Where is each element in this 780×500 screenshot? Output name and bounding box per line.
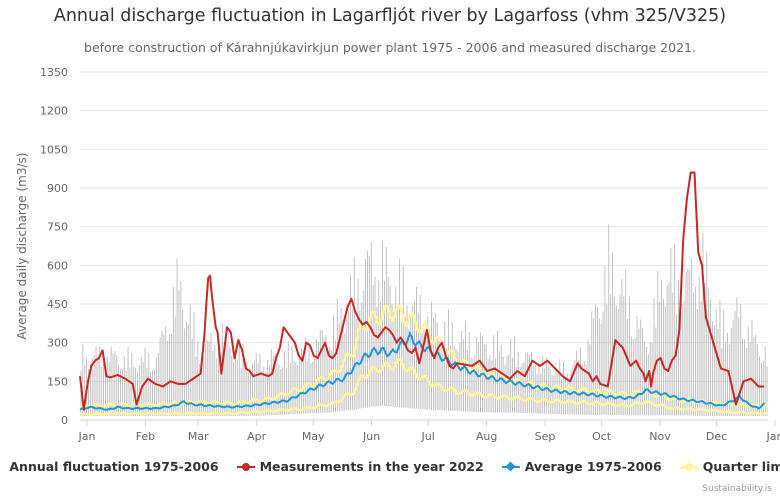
x-tick-label-5: Jun bbox=[362, 430, 380, 443]
legend-symbol-measurements bbox=[236, 461, 255, 473]
y-tick-label-3: 450 bbox=[47, 298, 68, 311]
legend-item-fluctuation[interactable]: Annual fluctuation 1975-2006 bbox=[0, 459, 219, 474]
x-tick-label-11: Dec bbox=[706, 430, 727, 443]
y-tick-label-8: 1200 bbox=[40, 105, 68, 118]
chart-title: Annual discharge fluctuation in Lagarflj… bbox=[53, 6, 727, 26]
x-tick-label-0: Jan bbox=[78, 430, 96, 443]
x-tick-label-6: Jul bbox=[421, 430, 435, 443]
legend: Annual fluctuation 1975-2006 Measurement… bbox=[0, 459, 780, 474]
quarter-limit-upper-line bbox=[79, 303, 769, 408]
quarter-limit-lower-line bbox=[79, 358, 769, 416]
legend-symbol-quarter bbox=[679, 461, 698, 473]
legend-item-measurements[interactable]: Measurements in the year 2022 bbox=[236, 459, 484, 474]
x-tick-label-7: Aug bbox=[476, 430, 497, 443]
legend-label-fluctuation: Annual fluctuation 1975-2006 bbox=[9, 459, 219, 474]
measurements-line bbox=[79, 171, 765, 411]
y-tick-label-9: 1350 bbox=[40, 66, 68, 79]
y-tick-label-5: 750 bbox=[47, 221, 68, 234]
legend-item-quarter[interactable]: Quarter limit bbox=[679, 459, 780, 474]
y-tick-label-0: 0 bbox=[61, 414, 68, 427]
y-tick-label-1: 150 bbox=[47, 375, 68, 388]
legend-item-average[interactable]: Average 1975-2006 bbox=[501, 459, 662, 474]
x-tick-label-10: Nov bbox=[649, 430, 671, 443]
x-tick-label-1: Feb bbox=[136, 430, 155, 443]
legend-label-measurements: Measurements in the year 2022 bbox=[259, 459, 484, 474]
chart-subtitle: before construction of Kárahnjúkavirkjun… bbox=[84, 40, 696, 55]
x-tick-label-9: Oct bbox=[592, 430, 612, 443]
legend-symbol-average bbox=[501, 461, 520, 473]
y-tick-label-4: 600 bbox=[47, 259, 68, 272]
x-tick-label-3: Apr bbox=[247, 430, 267, 443]
x-tick-label-12: Jan bbox=[766, 430, 780, 443]
x-tick-label-2: Mar bbox=[188, 430, 209, 443]
legend-symbol-fluctuation bbox=[0, 460, 4, 473]
x-tick-label-4: May bbox=[302, 430, 325, 443]
legend-label-average: Average 1975-2006 bbox=[524, 459, 662, 474]
legend-label-quarter: Quarter limit bbox=[702, 459, 780, 474]
y-tick-label-7: 1050 bbox=[40, 143, 68, 156]
x-tick-label-8: Sep bbox=[535, 430, 556, 443]
y-axis-label: Average daily discharge (m3/s) bbox=[15, 153, 29, 340]
y-tick-label-6: 900 bbox=[47, 182, 68, 195]
y-tick-label-2: 300 bbox=[47, 337, 68, 350]
credits-link[interactable]: Sustainability.is bbox=[702, 484, 772, 494]
